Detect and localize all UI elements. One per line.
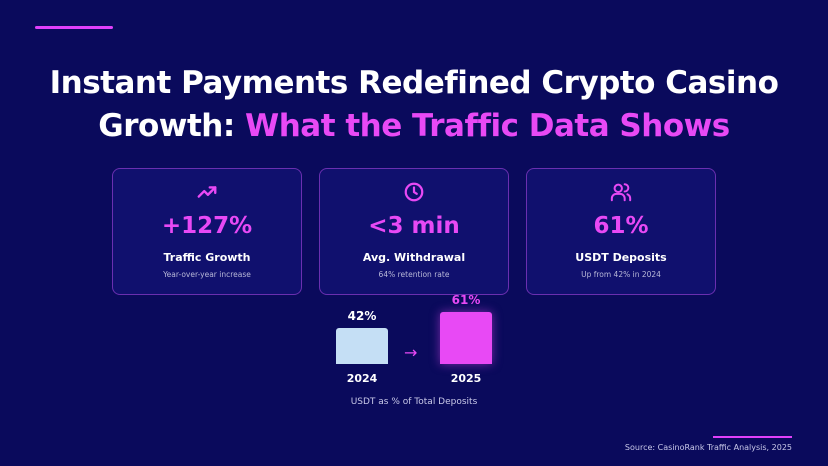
- bottom-accent-line: [713, 436, 792, 438]
- bar-2024: [336, 328, 388, 364]
- chart-caption: USDT as % of Total Deposits: [350, 397, 478, 407]
- stat-card-withdrawal: <3 min Avg. Withdrawal 64% retention rat…: [319, 168, 509, 295]
- bar-2025: [440, 311, 492, 364]
- arrow-icon: →: [404, 343, 418, 362]
- title-plain: Growth:: [98, 108, 246, 144]
- stat-card-traffic: +127% Traffic Growth Year-over-year incr…: [112, 168, 302, 295]
- category-label-2024: 2024: [346, 372, 378, 385]
- users-icon: [527, 181, 715, 203]
- bar-value-label-2025: 61%: [451, 292, 481, 307]
- stat-sub: Up from 42% in 2024: [581, 270, 661, 279]
- bar-value-label-2024: 42%: [347, 309, 377, 323]
- stat-sub: 64% retention rate: [378, 270, 450, 279]
- page-title: Instant Payments Redefined Crypto Casino…: [0, 62, 828, 148]
- title-highlight: What the Traffic Data Shows: [245, 108, 730, 144]
- clock-icon: [320, 181, 508, 203]
- stat-card-usdt: 61% USDT Deposits Up from 42% in 2024: [526, 168, 716, 295]
- title-line-2: Growth: What the Traffic Data Shows: [0, 105, 828, 148]
- category-label-2025: 2025: [450, 372, 482, 385]
- stat-label: Avg. Withdrawal: [362, 251, 466, 264]
- stat-label: Traffic Growth: [163, 251, 251, 264]
- stat-value: +127%: [161, 213, 253, 239]
- top-accent-line: [35, 26, 113, 29]
- stat-sub: Year-over-year increase: [163, 270, 251, 279]
- source-note: Source: CasinoRank Traffic Analysis, 202…: [624, 443, 792, 452]
- trending-up-icon: [113, 181, 301, 203]
- stat-value: 61%: [593, 213, 649, 239]
- title-line-1: Instant Payments Redefined Crypto Casino: [49, 65, 779, 101]
- stat-label: USDT Deposits: [575, 251, 667, 264]
- stat-value: <3 min: [368, 213, 460, 239]
